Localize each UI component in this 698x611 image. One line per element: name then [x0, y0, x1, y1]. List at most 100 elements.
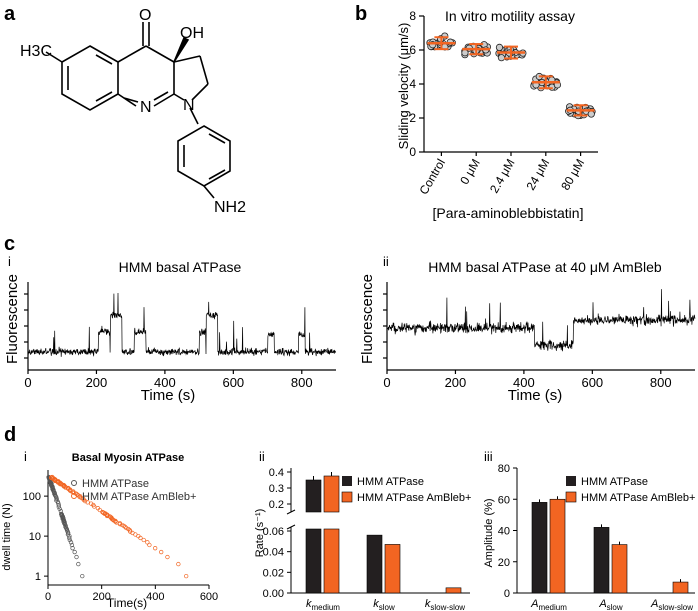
chart-b-ytick-label: 8 [409, 9, 416, 23]
chart-dii-ytick-label: 0.2 [269, 499, 284, 511]
chart-cii-title: HMM basal ATPase at 40 μM AmBleb [428, 259, 662, 275]
chart-di-xtick-label: 200 [92, 591, 110, 603]
chart-di-ytick-label: 10 [29, 531, 41, 543]
chart-di-point-ambleb [57, 481, 62, 486]
chart-di-point-ambleb [97, 507, 102, 513]
trace-xtick-label: 600 [222, 375, 244, 390]
chart-di-point-ambleb [176, 561, 181, 567]
trace-chart-basal: HMM basal ATPase Fluorescence Time (s) 0… [4, 259, 337, 404]
chart-di-ytick-label: 1 [35, 571, 41, 583]
chart-diii-ytick-label: 20 [498, 557, 510, 569]
chart-diii-ylabel: Amplitude (%) [483, 498, 495, 567]
chart-di-point-hmm [72, 549, 77, 555]
trace-xtick-label: 400 [513, 375, 535, 390]
struct-oh: OH [180, 25, 204, 42]
chart-b-point [497, 54, 506, 62]
chart-di-point-hmm [80, 573, 85, 579]
chart-di-point-ambleb [184, 573, 189, 579]
chart-di-xlabel: Time(s) [107, 596, 147, 610]
legend-marker-hmm [71, 480, 77, 486]
chart-di-point-hmm [74, 554, 79, 560]
chart-di-point-ambleb [68, 488, 73, 494]
chart-di-point-ambleb [81, 497, 86, 503]
chart-b-xlabel: [Para-aminoblebbistatin] [433, 205, 584, 221]
legend-swatch-rate-ambleb [341, 491, 353, 503]
chart-di-point-hmm [67, 537, 72, 543]
chart-b-ytick-label: 4 [409, 77, 416, 91]
chart-di-xtick-label: 0 [45, 591, 51, 603]
chart-ci-ylabel: Fluorescence [4, 274, 21, 364]
chart-b-point [587, 110, 595, 118]
chart-diii-bar [549, 498, 566, 594]
chart-dii-ytick-label: 0.04 [263, 547, 284, 559]
chart-b-title: In vitro motility assay [445, 8, 575, 24]
chart-di-point-ambleb [92, 504, 97, 509]
chart-dii-bar [305, 528, 322, 594]
struct-h3c: H3C [20, 43, 52, 60]
trace-chart-ambleb: HMM basal ATPase at 40 μM AmBleb Fluores… [359, 259, 696, 404]
chart-diii-xtick-label: Aslow [598, 598, 623, 611]
struct-o: O [139, 7, 151, 24]
struct-nh2: NH2 [214, 199, 246, 216]
legend-swatch-amp-hmm [566, 476, 576, 486]
chart-di-ytick-label: 100 [23, 491, 41, 503]
chart-dii-break-mark [286, 524, 296, 530]
panel-label-c: c [4, 233, 15, 255]
chart-di-point-ambleb [124, 525, 129, 531]
chart-diii-xtick-label: Amedium [530, 598, 567, 611]
chart-dii-break-mark [286, 509, 296, 515]
struct-n-ring: N [183, 97, 195, 114]
panel-label-a: a [4, 3, 16, 25]
chart-diii-ytick-label: 40 [498, 526, 510, 538]
legend-swatch-rate-hmm [342, 476, 352, 486]
chart-dii-xtick-label: kslow-slow [425, 598, 465, 611]
trace-xtick-label: 800 [650, 375, 672, 390]
chart-diii-bar [593, 527, 610, 594]
chart-di-point-hmm [56, 502, 61, 508]
chart-dii-ytick-label: 0.3 [269, 483, 284, 495]
chart-di-ylabel: dwell time (N) [1, 503, 13, 570]
chart-di-point-hmm [67, 535, 72, 541]
chart-dii-ytick-label: 0.02 [263, 567, 284, 579]
chart-dii-bar [384, 544, 401, 594]
chart-b-xtick-label: 0 μM [457, 157, 483, 187]
chart-di-point-hmm [68, 540, 74, 545]
chart-b-xtick-label: 24 μM [523, 156, 552, 192]
chart-b-ytick-label: 6 [409, 43, 416, 57]
chart-diii-bar [611, 544, 628, 594]
chart-dii-bar [323, 528, 340, 594]
chart-diii-xtick-label: Aslow-slow [650, 598, 693, 611]
chart-diii-ytick-label: 60 [498, 494, 510, 506]
trace-xtick-label: 600 [581, 375, 603, 390]
chart-di-point-ambleb [117, 521, 123, 527]
panel-label-c-ii: ii [383, 254, 389, 269]
chart-dii-bar [445, 587, 462, 594]
chart-dii-bar [366, 534, 383, 594]
chart-di-point-ambleb [159, 549, 164, 555]
chart-di-point-hmm [57, 506, 62, 512]
chart-dii-ytick-label: 0.00 [263, 588, 284, 600]
chart-dii-bar [305, 479, 322, 513]
chart-di-point-ambleb [141, 537, 146, 543]
chart-ci-xlabel: Time (s) [141, 387, 195, 404]
chart-diii-bar [672, 581, 689, 594]
chart-cii-ylabel: Fluorescence [359, 274, 376, 364]
panel-label-b: b [355, 3, 367, 25]
chart-dii-ytick-label: 0.4 [269, 467, 284, 479]
chart-di-point-hmm [56, 504, 61, 509]
chart-b-xtick-label: Control [417, 157, 448, 198]
chart-b-xtick-label: 2.4 μM [487, 157, 518, 196]
panel-label-d-i: i [24, 449, 27, 464]
chart-di-point-ambleb [82, 498, 88, 504]
legend-label-hmm: HMM ATPase [82, 478, 149, 490]
rate-chart: Rate (s⁻¹) 0.2 0.3 0.4 0.00 0.02 0.04 0.06 kmed… [254, 467, 471, 611]
chart-di-xtick-label: 600 [200, 591, 218, 603]
legend-label-rate-ambleb: HMM ATPase AmBleb+ [357, 492, 471, 504]
chart-di-point-ambleb [147, 542, 152, 548]
chart-di-point-hmm [63, 525, 69, 531]
panel-label-d-iii: iii [484, 449, 493, 464]
chart-dii-bar [323, 475, 340, 513]
chart-di-point-ambleb [89, 501, 94, 506]
panel-label-d-ii: ii [259, 449, 265, 464]
chart-di-point-ambleb [85, 500, 90, 505]
